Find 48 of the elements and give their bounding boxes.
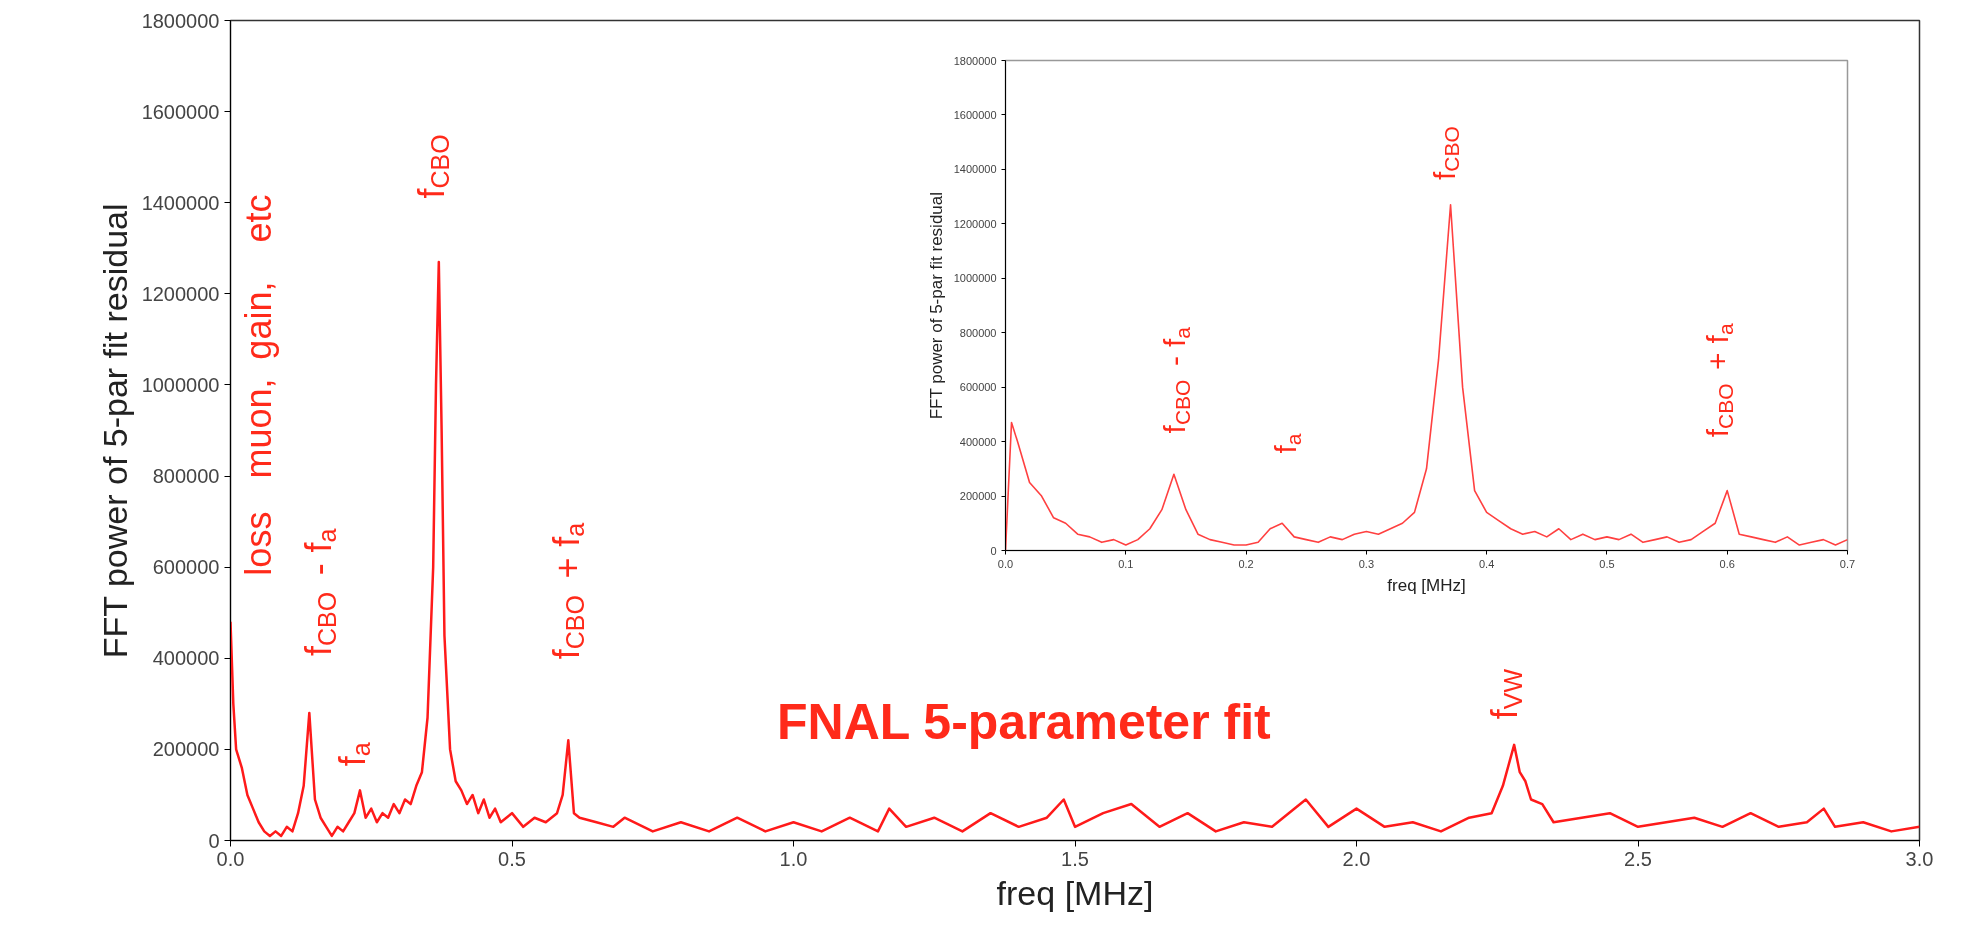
annotation: FNAL 5-parameter fit	[777, 693, 1272, 750]
annotation: fVW	[1483, 668, 1527, 720]
y-tick-label: 200000	[959, 490, 997, 503]
annotation: fa	[332, 742, 376, 767]
x-tick-label: 0.5	[498, 847, 526, 870]
y-tick-label: 800000	[152, 465, 220, 488]
x-tick-label: 0.2	[1238, 557, 1254, 570]
y-axis-title: FFT power of 5-par fit residual	[95, 203, 134, 659]
annotation: fCBO + fa	[546, 522, 590, 660]
y-tick-label: 1000000	[953, 272, 997, 285]
y-tick-label: 1400000	[953, 163, 997, 176]
y-tick-label: 1800000	[141, 9, 220, 32]
y-tick-label: 600000	[152, 556, 220, 579]
annotation: fCBO - fa	[1157, 326, 1194, 434]
annotation: fCBO - fa	[297, 528, 342, 656]
y-tick-label: 1600000	[141, 100, 220, 123]
x-tick-label: 2.5	[1624, 847, 1652, 870]
y-tick-label: 0	[990, 544, 997, 557]
y-tick-label: 1000000	[141, 373, 220, 396]
y-tick-label: 1200000	[953, 217, 997, 230]
x-tick-label: 0.4	[1479, 557, 1495, 570]
x-axis-title: freq [MHz]	[996, 873, 1154, 912]
x-tick-label: 1.0	[779, 847, 808, 870]
x-tick-label: 0.6	[1719, 557, 1735, 570]
y-tick-label: 600000	[959, 381, 997, 394]
annotation: loss muon, gain, etc	[237, 194, 279, 576]
y-tick-label: 800000	[959, 326, 997, 339]
y-tick-label: 200000	[152, 738, 220, 761]
x-tick-label: 0.7	[1839, 557, 1856, 570]
annotation: fCBO	[410, 134, 455, 199]
x-tick-label: 2.0	[1342, 847, 1371, 870]
y-tick-label: 400000	[152, 647, 220, 670]
x-tick-label: 3.0	[1905, 847, 1934, 870]
x-tick-label: 0.0	[997, 557, 1014, 570]
y-tick-label: 1200000	[141, 282, 220, 305]
y-tick-label: 1800000	[953, 54, 997, 67]
y-tick-label: 1400000	[141, 191, 220, 214]
x-tick-label: 0.3	[1358, 557, 1375, 570]
x-tick-label: 0.1	[1118, 557, 1134, 570]
y-tick-label: 1600000	[953, 108, 997, 121]
annotation: fa	[1269, 433, 1305, 454]
y-axis-title: FFT power of 5-par fit residual	[926, 191, 946, 420]
annotation: fCBO + fa	[1700, 323, 1737, 438]
x-tick-label: 1.5	[1061, 847, 1089, 870]
x-tick-label: 0.5	[1599, 557, 1615, 570]
x-axis-title: freq [MHz]	[1387, 575, 1466, 595]
annotation: fCBO	[1427, 126, 1464, 181]
y-tick-label: 400000	[959, 435, 997, 448]
